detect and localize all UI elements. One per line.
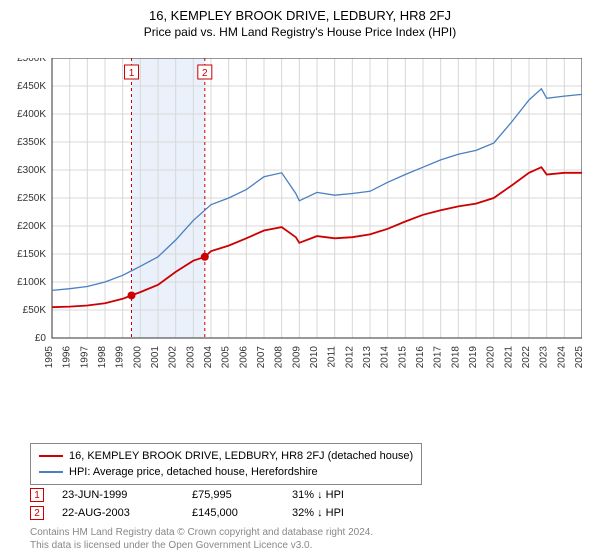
svg-text:£200K: £200K <box>17 221 46 232</box>
svg-text:2011: 2011 <box>327 346 338 368</box>
chart-container: 16, KEMPLEY BROOK DRIVE, LEDBURY, HR8 2F… <box>0 0 600 560</box>
chart-subtitle: Price paid vs. HM Land Registry's House … <box>0 23 600 39</box>
svg-text:2016: 2016 <box>415 346 426 369</box>
svg-text:£0: £0 <box>35 333 47 344</box>
svg-text:2007: 2007 <box>256 346 267 369</box>
svg-text:2022: 2022 <box>521 346 532 369</box>
legend-swatch-hpi <box>39 471 63 473</box>
svg-text:1995: 1995 <box>44 346 55 369</box>
footer-line-2: This data is licensed under the Open Gov… <box>30 539 373 552</box>
sale-price-1: £75,995 <box>192 489 292 501</box>
sale-date-1: 23-JUN-1999 <box>62 489 192 501</box>
svg-text:2013: 2013 <box>362 346 373 369</box>
svg-text:1: 1 <box>129 68 135 79</box>
svg-text:1998: 1998 <box>97 346 108 369</box>
svg-text:2004: 2004 <box>203 346 214 369</box>
svg-text:2019: 2019 <box>468 346 479 369</box>
svg-text:2002: 2002 <box>168 346 179 369</box>
legend-swatch-property <box>39 455 63 457</box>
sale-marker-1: 1 <box>30 488 44 502</box>
sale-row-2: 2 22-AUG-2003 £145,000 32% ↓ HPI <box>30 504 392 522</box>
svg-text:£100K: £100K <box>17 277 46 288</box>
svg-text:£350K: £350K <box>17 137 46 148</box>
svg-text:£400K: £400K <box>17 109 46 120</box>
sale-date-2: 22-AUG-2003 <box>62 507 192 519</box>
footer: Contains HM Land Registry data © Crown c… <box>30 526 373 552</box>
svg-text:£450K: £450K <box>17 81 46 92</box>
sale-hpi-2: 32% ↓ HPI <box>292 507 392 519</box>
svg-text:1996: 1996 <box>62 346 73 369</box>
svg-text:£500K: £500K <box>17 58 46 64</box>
svg-text:£150K: £150K <box>17 249 46 260</box>
svg-text:1997: 1997 <box>79 346 90 369</box>
legend-item-property: 16, KEMPLEY BROOK DRIVE, LEDBURY, HR8 2F… <box>39 448 413 464</box>
svg-text:£250K: £250K <box>17 193 46 204</box>
svg-text:2005: 2005 <box>221 346 232 369</box>
legend-item-hpi: HPI: Average price, detached house, Here… <box>39 464 413 480</box>
chart-plot-area: £0£50K£100K£150K£200K£250K£300K£350K£400… <box>52 58 582 388</box>
chart-svg: £0 £50K £100K £150K £200K £250K £300K £350K £400… <box>4 58 582 388</box>
svg-text:2020: 2020 <box>486 346 497 369</box>
svg-text:1999: 1999 <box>115 346 126 369</box>
sale-hpi-1: 31% ↓ HPI <box>292 489 392 501</box>
chart-title: 16, KEMPLEY BROOK DRIVE, LEDBURY, HR8 2F… <box>0 0 600 23</box>
svg-text:2018: 2018 <box>450 346 461 369</box>
legend: 16, KEMPLEY BROOK DRIVE, LEDBURY, HR8 2F… <box>30 443 422 485</box>
svg-text:2021: 2021 <box>503 346 514 369</box>
svg-text:2015: 2015 <box>397 346 408 369</box>
svg-text:2012: 2012 <box>344 346 355 369</box>
svg-text:2003: 2003 <box>185 346 196 369</box>
svg-text:2008: 2008 <box>274 346 285 369</box>
svg-text:£300K: £300K <box>17 165 46 176</box>
sales-list: 1 23-JUN-1999 £75,995 31% ↓ HPI 2 22-AUG… <box>30 486 392 522</box>
legend-label-hpi: HPI: Average price, detached house, Here… <box>69 466 318 478</box>
svg-text:2023: 2023 <box>539 346 550 369</box>
svg-text:2006: 2006 <box>238 346 249 369</box>
svg-text:2024: 2024 <box>556 346 567 369</box>
svg-text:2009: 2009 <box>291 346 302 369</box>
svg-text:2: 2 <box>202 68 208 79</box>
svg-text:2014: 2014 <box>380 346 391 369</box>
svg-text:£50K: £50K <box>23 305 47 316</box>
svg-text:2017: 2017 <box>433 346 444 369</box>
sale-row-1: 1 23-JUN-1999 £75,995 31% ↓ HPI <box>30 486 392 504</box>
svg-text:2010: 2010 <box>309 346 320 369</box>
svg-text:2001: 2001 <box>150 346 161 369</box>
sale-marker-2: 2 <box>30 506 44 520</box>
legend-label-property: 16, KEMPLEY BROOK DRIVE, LEDBURY, HR8 2F… <box>69 450 413 462</box>
svg-text:2025: 2025 <box>574 346 582 369</box>
sale-price-2: £145,000 <box>192 507 292 519</box>
footer-line-1: Contains HM Land Registry data © Crown c… <box>30 526 373 539</box>
svg-text:2000: 2000 <box>132 346 143 369</box>
